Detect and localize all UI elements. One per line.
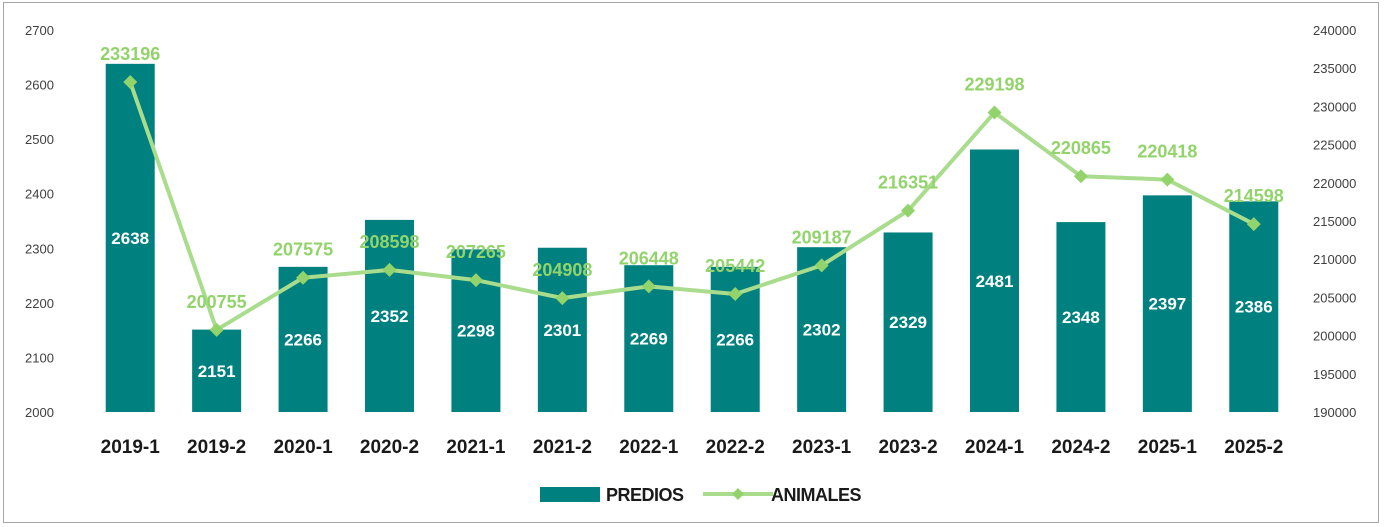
x-tick-label: 2022-2 (706, 437, 765, 458)
x-tick-label: 2021-2 (533, 437, 592, 458)
bar-data-label: 2301 (543, 321, 581, 340)
bar-predios (365, 219, 414, 412)
line-marker (901, 203, 916, 218)
line-data-label: 220865 (1051, 138, 1111, 158)
x-tick-label: 2021-1 (446, 437, 506, 458)
y-left-tick-label: 2200 (25, 296, 54, 311)
bar-data-label: 2638 (111, 229, 149, 248)
bars-layer: 2638 2151 2266 2352 2298 2301 2269 2266 2302 2329… (105, 63, 1279, 413)
legend: PREDIOS ANIMALES (540, 485, 862, 505)
y-left-tick-label: 2500 (25, 132, 54, 147)
line-animales (128, 81, 1255, 332)
x-tick-label: 2025-1 (1138, 437, 1198, 458)
y-right-tick-label: 235000 (1313, 61, 1356, 76)
y-right-tick-label: 220000 (1313, 176, 1356, 191)
y-right-tick-label: 230000 (1313, 99, 1356, 114)
x-tick-label: 2020-1 (273, 437, 333, 458)
line-data-label: 207575 (273, 240, 333, 260)
line-marker (1246, 217, 1261, 232)
line-data-label: 205442 (705, 256, 765, 276)
bar-data-label: 2298 (457, 322, 495, 341)
y-left-tick-label: 2300 (25, 241, 54, 256)
line-data-label: 216351 (878, 173, 938, 193)
line-data-label: 207265 (446, 242, 506, 262)
x-tick-label: 2022-1 (619, 437, 679, 458)
legend-label-predios: PREDIOS (606, 485, 684, 505)
y-right-tick-label: 210000 (1313, 252, 1356, 267)
bar-predios (537, 247, 587, 412)
bar-data-label: 2302 (803, 321, 841, 340)
bar-data-label: 2329 (889, 313, 927, 332)
y-left-tick-label: 2000 (25, 405, 54, 420)
line-marker (209, 322, 224, 337)
y-right-tick-label: 215000 (1313, 214, 1356, 229)
line-marker (728, 287, 743, 302)
bar-predios (797, 247, 847, 412)
line-marker (1073, 169, 1088, 184)
line-layer: 233196 200755 207575 208598 207265 204908 2064… (100, 44, 1284, 337)
bar-predios (883, 232, 933, 412)
legend-label-animales: ANIMALES (771, 485, 861, 505)
bar-predios (192, 329, 242, 412)
x-tick-label: 2024-2 (1051, 437, 1110, 458)
bar-data-label: 2397 (1148, 295, 1186, 314)
line-marker (382, 262, 397, 277)
x-tick-label: 2025-2 (1224, 437, 1283, 458)
line-marker (296, 270, 311, 285)
x-tick-label: 2024-1 (965, 437, 1025, 458)
y-right-tick-label: 200000 (1313, 329, 1356, 344)
line-data-label: 220418 (1137, 142, 1197, 162)
y-right-tick-label: 205000 (1313, 290, 1356, 305)
x-tick-label: 2019-1 (101, 437, 161, 458)
bar-data-label: 2266 (716, 330, 754, 349)
line-data-label: 200755 (187, 292, 247, 312)
legend-swatch-predios (540, 487, 600, 502)
x-tick-label: 2020-2 (360, 437, 419, 458)
bar-predios (1056, 222, 1106, 412)
bar-data-label: 2348 (1062, 308, 1100, 327)
line-marker (814, 258, 829, 273)
bar-data-label: 2151 (198, 362, 236, 381)
x-tick-label: 2019-2 (187, 437, 246, 458)
bar-predios (105, 63, 155, 412)
bar-data-label: 2481 (976, 272, 1014, 291)
line-data-label: 233196 (100, 44, 160, 64)
line-data-label: 206448 (619, 248, 679, 268)
line-marker (555, 291, 570, 306)
line-marker (987, 105, 1002, 120)
line-marker (1160, 172, 1175, 187)
bar-data-label: 2352 (371, 307, 409, 326)
y-left-tick-label: 2100 (25, 350, 54, 365)
bar-data-label: 2386 (1235, 298, 1273, 317)
line-data-label: 208598 (359, 232, 419, 252)
y-right-tick-label: 195000 (1313, 367, 1356, 382)
line-data-label: 209187 (792, 227, 852, 247)
x-tick-label: 2023-1 (792, 437, 852, 458)
y-left-tick-label: 2600 (25, 78, 54, 93)
bar-predios (278, 266, 328, 412)
line-marker (123, 74, 138, 89)
bar-predios (970, 149, 1019, 413)
axis-layer: 2000 2100 2200 2300 2400 2500 2600 2700 190000 19… (25, 23, 1356, 458)
y-right-tick-label: 240000 (1313, 23, 1356, 38)
bar-predios (1229, 201, 1279, 412)
y-left-tick-label: 2700 (25, 23, 54, 38)
bar-data-label: 2266 (284, 330, 322, 349)
y-right-tick-label: 190000 (1313, 405, 1356, 420)
y-left-tick-label: 2400 (25, 187, 54, 202)
line-marker (641, 279, 656, 294)
line-data-label: 204908 (532, 260, 592, 280)
bar-predios (1142, 195, 1192, 412)
bar-data-label: 2269 (630, 330, 668, 349)
y-right-tick-label: 225000 (1313, 138, 1356, 153)
line-data-label: 229198 (964, 75, 1024, 95)
line-data-label: 214598 (1224, 186, 1284, 206)
legend-marker-animales (732, 488, 744, 500)
x-tick-label: 2023-2 (878, 437, 937, 458)
line-marker (468, 273, 483, 288)
